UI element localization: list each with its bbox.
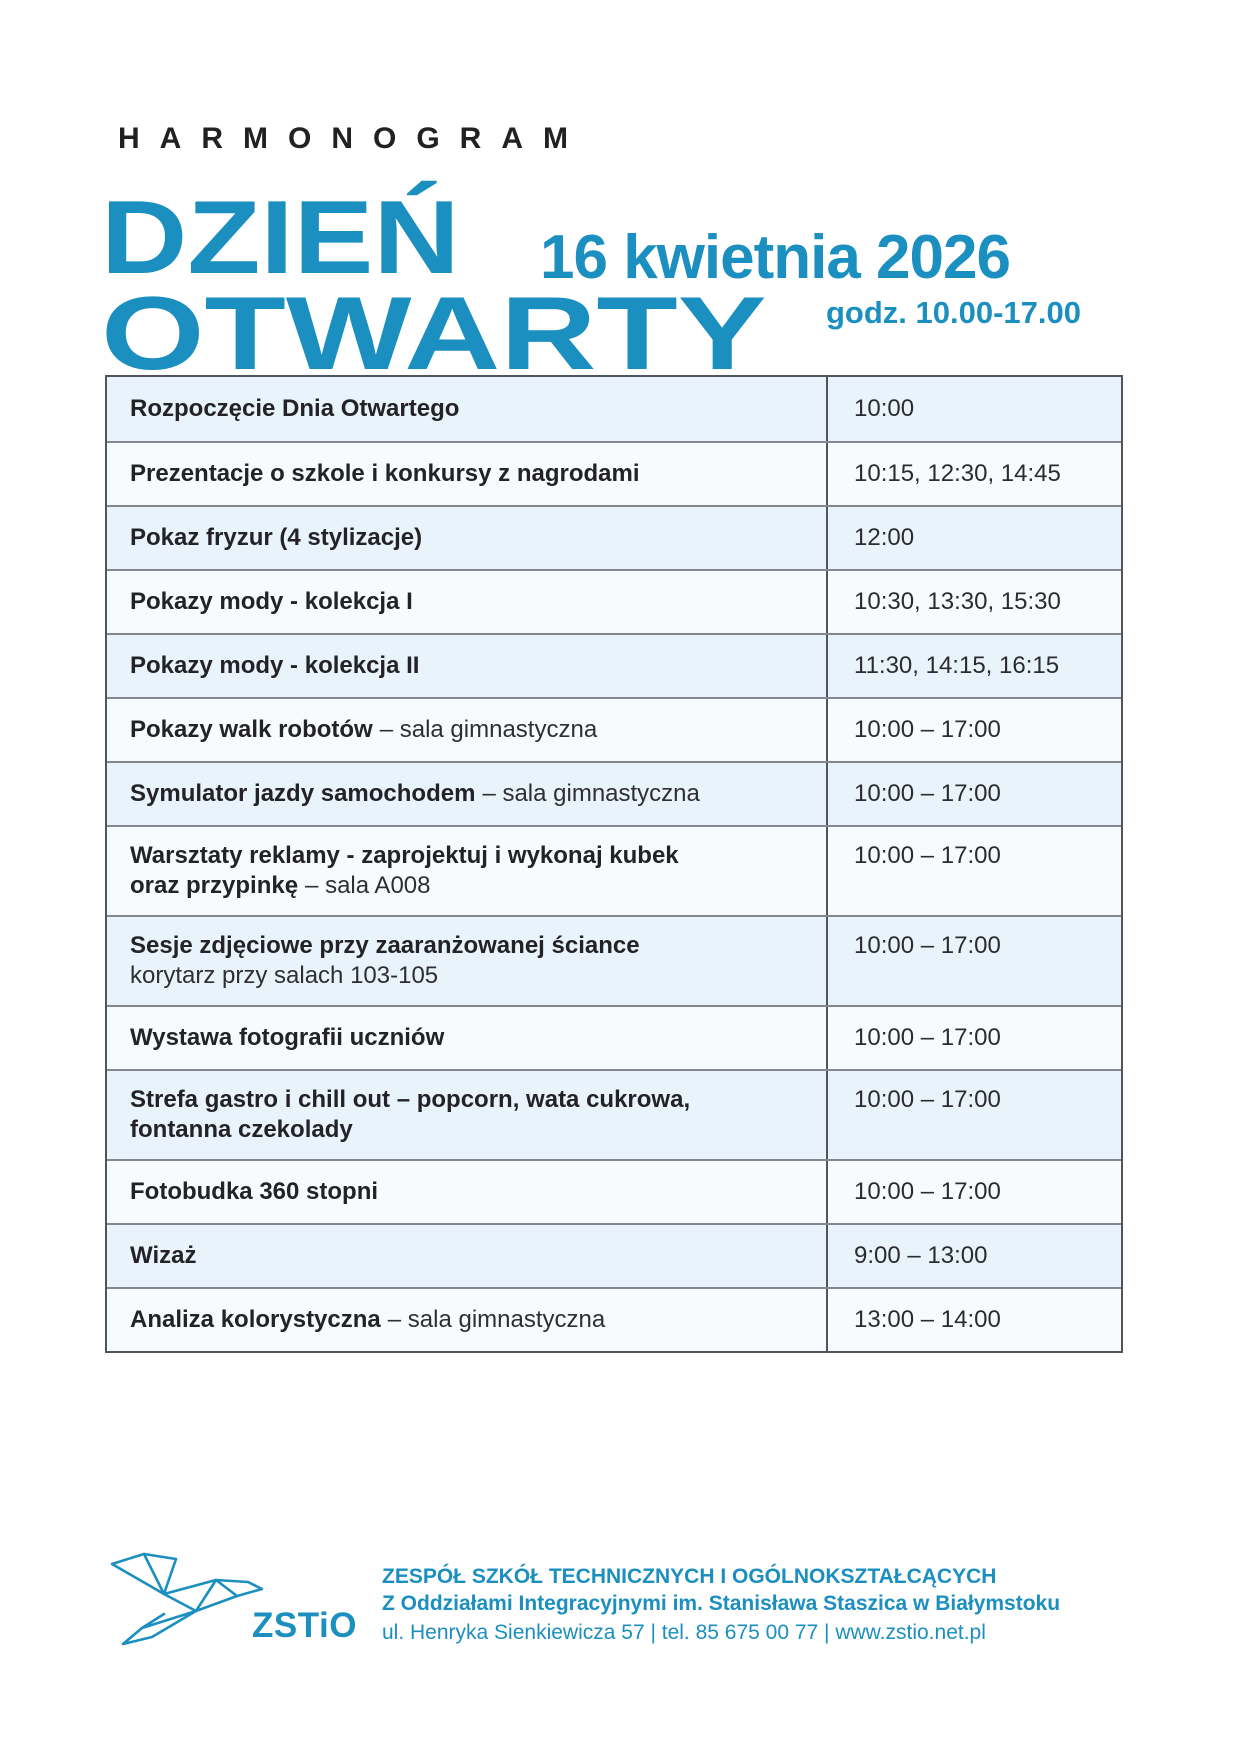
event-subtitle: – sala A008 — [305, 872, 431, 899]
event-subtitle: – sala gimnastyczna — [379, 716, 598, 743]
origami-bird-icon — [110, 1552, 264, 1646]
table-row: Strefa gastro i chill out – popcorn, wat… — [107, 1069, 1121, 1159]
event-title: Wizaż — [130, 1242, 197, 1269]
school-name-line1: ZESPÓŁ SZKÓŁ TECHNICZNYCH I OGÓLNOKSZTAŁ… — [382, 1565, 997, 1588]
table-row: Analiza kolorystyczna – sala gimnastyczna… — [107, 1287, 1121, 1351]
event-subtitle: – sala gimnastyczna — [387, 1306, 606, 1333]
table-row: Pokazy walk robotów – sala gimnastyczna 1… — [107, 697, 1121, 761]
event-title: Symulator jazdy samochodem – sala gimnast… — [130, 780, 700, 807]
event-time: 10:30, 13:30, 15:30 — [854, 588, 1061, 615]
event-cell: Pokazy walk robotów – sala gimnastyczna — [107, 699, 828, 761]
time-cell: 10:00 – 17:00 — [828, 1007, 1121, 1069]
event-time: 10:00 – 17:00 — [854, 716, 1001, 743]
event-title: Rozpoczęcie Dnia Otwartego — [130, 395, 460, 422]
time-cell: 9:00 – 13:00 — [828, 1225, 1121, 1287]
event-cell: Analiza kolorystyczna – sala gimnastyczna — [107, 1289, 828, 1351]
time-cell: 10:15, 12:30, 14:45 — [828, 443, 1121, 505]
event-subtitle: korytarz przy salach 103-105 — [130, 962, 439, 989]
event-title: Warsztaty reklamy - zaprojektuj i wykona… — [130, 842, 679, 899]
event-time: 10:15, 12:30, 14:45 — [854, 460, 1061, 487]
time-cell: 10:00 – 17:00 — [828, 1161, 1121, 1223]
table-row: Warsztaty reklamy - zaprojektuj i wykona… — [107, 825, 1121, 915]
event-title: Strefa gastro i chill out – popcorn, wat… — [130, 1086, 691, 1143]
event-time: 10:00 – 17:00 — [854, 1086, 1001, 1113]
event-cell: Pokazy mody - kolekcja I — [107, 571, 828, 633]
time-cell: 10:30, 13:30, 15:30 — [828, 571, 1121, 633]
event-time: 12:00 — [854, 524, 915, 551]
school-name-line2: Z Oddziałami Integracyjnymi im. Stanisła… — [382, 1592, 1061, 1615]
table-row: Prezentacje o szkole i konkursy z nagrod… — [107, 441, 1121, 505]
time-cell: 10:00 – 17:00 — [828, 699, 1121, 761]
event-title: Fotobudka 360 stopni — [130, 1178, 379, 1205]
main-title-line1: DZIEŃ — [101, 180, 460, 296]
event-cell: Wizaż — [107, 1225, 828, 1287]
event-cell: Strefa gastro i chill out – popcorn, wat… — [107, 1071, 828, 1159]
event-time: 10:00 – 17:00 — [854, 932, 1001, 959]
school-contact-line: ul. Henryka Sienkiewicza 57 | tel. 85 67… — [382, 1621, 986, 1644]
event-cell: Sesje zdjęciowe przy zaaranżowanej ścian… — [107, 917, 828, 1005]
event-title: Pokaz fryzur (4 stylizacje) — [130, 524, 423, 551]
event-cell: Prezentacje o szkole i konkursy z nagrod… — [107, 443, 828, 505]
event-title: Pokazy walk robotów – sala gimnastyczna — [130, 716, 598, 743]
event-cell: Symulator jazdy samochodem – sala gimnast… — [107, 763, 828, 825]
table-row: Pokaz fryzur (4 stylizacje) 12:00 — [107, 505, 1121, 569]
time-cell: 10:00 — [828, 377, 1121, 441]
table-row: Sesje zdjęciowe przy zaaranżowanej ścian… — [107, 915, 1121, 1005]
table-row: Pokazy mody - kolekcja II 11:30, 14:15, … — [107, 633, 1121, 697]
event-date: 16 kwietnia 2026 — [540, 223, 1011, 292]
event-title: Pokazy mody - kolekcja I — [130, 588, 413, 615]
event-title: Sesje zdjęciowe przy zaaranżowanej ścian… — [130, 932, 640, 959]
event-time: 10:00 – 17:00 — [854, 842, 1001, 869]
event-time: 10:00 – 17:00 — [854, 780, 1001, 807]
main-title-line2: OTWARTY — [101, 276, 767, 392]
event-cell: Warsztaty reklamy - zaprojektuj i wykona… — [107, 827, 828, 915]
table-row: Pokazy mody - kolekcja I 10:30, 13:30, 1… — [107, 569, 1121, 633]
table-row: Wystawa fotografii uczniów 10:00 – 17:00 — [107, 1005, 1121, 1069]
time-cell: 12:00 — [828, 507, 1121, 569]
time-cell: 10:00 – 17:00 — [828, 763, 1121, 825]
event-subtitle: – sala gimnastyczna — [482, 780, 700, 807]
event-time: 13:00 – 14:00 — [854, 1306, 1001, 1333]
event-cell: Pokazy mody - kolekcja II — [107, 635, 828, 697]
event-time: 10:00 – 17:00 — [854, 1178, 1001, 1205]
time-cell: 10:00 – 17:00 — [828, 827, 1121, 915]
kicker-title: HARMONOGRAM — [118, 122, 588, 155]
event-title: Analiza kolorystyczna – sala gimnastyczna — [130, 1306, 606, 1333]
time-cell: 11:30, 14:15, 16:15 — [828, 635, 1121, 697]
event-time: 10:00 — [854, 395, 915, 422]
time-cell: 10:00 – 17:00 — [828, 1071, 1121, 1159]
event-cell: Wystawa fotografii uczniów — [107, 1007, 828, 1069]
event-cell: Fotobudka 360 stopni — [107, 1161, 828, 1223]
table-row: Fotobudka 360 stopni 10:00 – 17:00 — [107, 1159, 1121, 1223]
event-title: Wystawa fotografii uczniów — [130, 1024, 445, 1051]
event-title: Pokazy mody - kolekcja II — [130, 652, 420, 679]
time-cell: 10:00 – 17:00 — [828, 917, 1121, 1005]
event-title: Prezentacje o szkole i konkursy z nagrod… — [130, 460, 640, 487]
schedule-table: Rozpoczęcie Dnia Otwartego 10:00 Prezent… — [105, 375, 1123, 1353]
table-row: Wizaż 9:00 – 13:00 — [107, 1223, 1121, 1287]
event-time: 11:30, 14:15, 16:15 — [854, 652, 1060, 679]
event-cell: Pokaz fryzur (4 stylizacje) — [107, 507, 828, 569]
table-row: Symulator jazdy samochodem – sala gimnast… — [107, 761, 1121, 825]
event-time: 9:00 – 13:00 — [854, 1242, 988, 1269]
event-hours: godz. 10.00-17.00 — [826, 295, 1082, 330]
time-cell: 13:00 – 14:00 — [828, 1289, 1121, 1351]
logo-wordmark: ZSTiO — [252, 1606, 357, 1645]
event-cell: Rozpoczęcie Dnia Otwartego — [107, 377, 828, 441]
table-row: Rozpoczęcie Dnia Otwartego 10:00 — [107, 377, 1121, 441]
event-time: 10:00 – 17:00 — [854, 1024, 1001, 1051]
